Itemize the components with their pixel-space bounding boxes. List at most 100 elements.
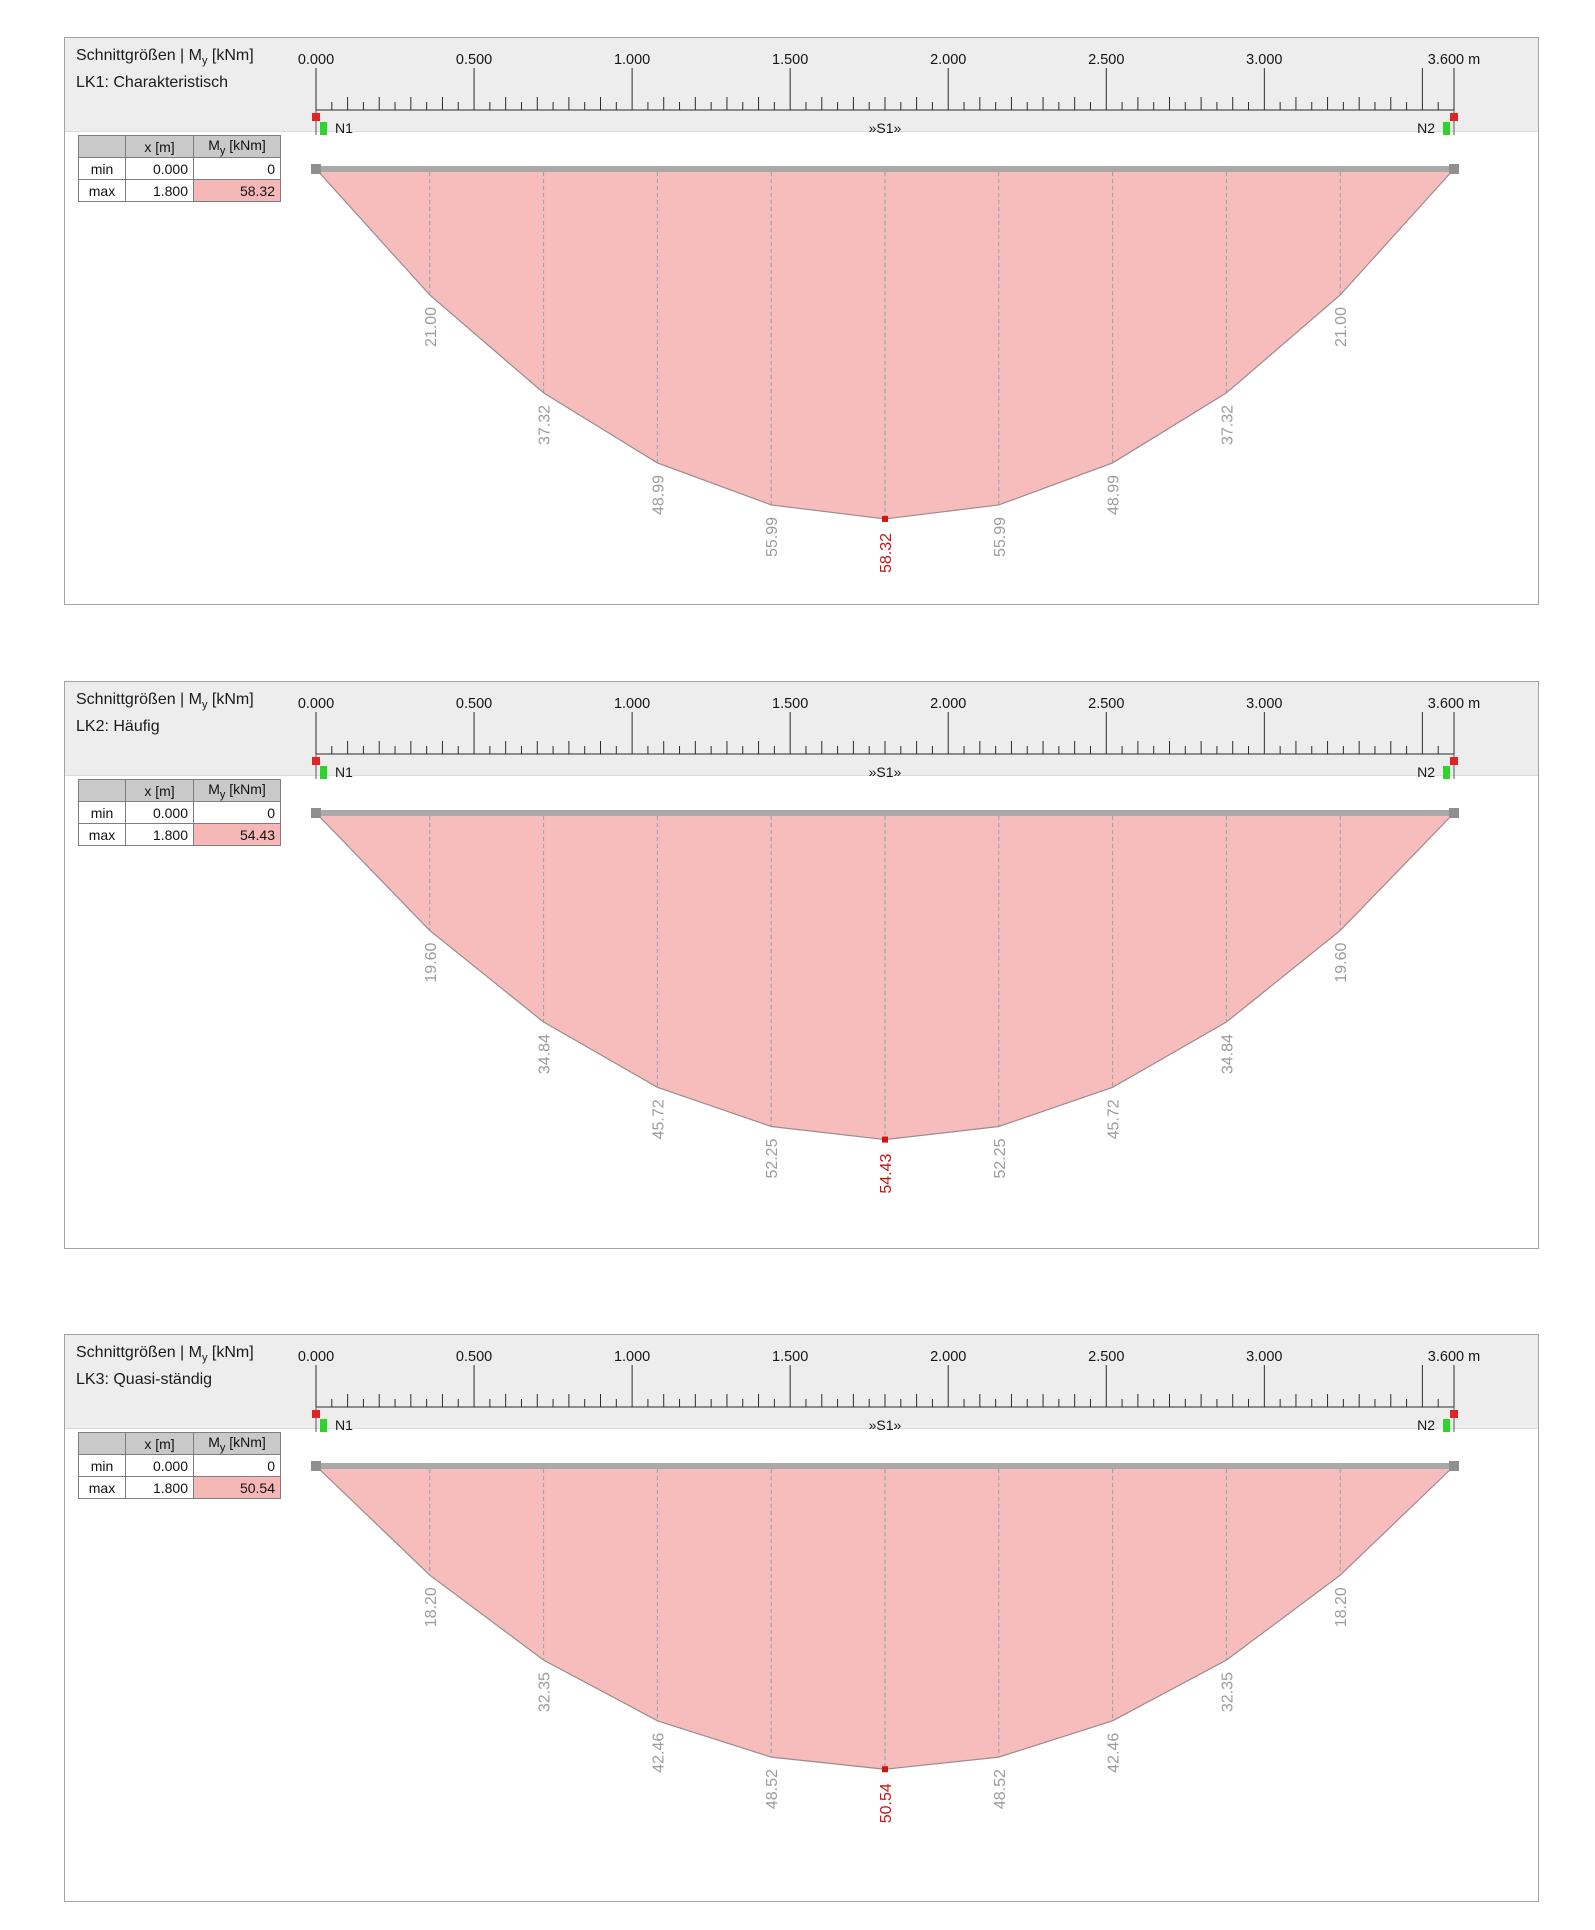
ruler-label: 2.500 (1088, 52, 1124, 68)
panel-header-strip (65, 38, 1538, 132)
moment-value: 48.52 (992, 1769, 1009, 1809)
moment-value: 21.00 (1333, 307, 1350, 347)
moment-diagram-lk1: 0.000 0.500 1.000 1.500 2.000 2.500 3.000 3.600… (298, 52, 1480, 573)
moment-value: 19.60 (1333, 943, 1350, 983)
min-row: min 0.000 0 (78, 157, 281, 180)
moment-value: 45.72 (1106, 1099, 1123, 1139)
max-moment-value: 54.43 (878, 1153, 895, 1193)
table-header-row: x [m] My [kNm] (78, 779, 281, 802)
ruler-label: 1.500 (772, 696, 808, 712)
node-symbol-n2 (1450, 1410, 1458, 1418)
title-unit: [kNm] (207, 47, 254, 64)
segment-label: »S1» (869, 120, 902, 136)
node-symbol-n2 (1450, 113, 1458, 121)
node-symbol-n1 (312, 113, 320, 121)
ruler-label: 1.000 (614, 696, 650, 712)
max-x-value: 1.800 (125, 179, 194, 202)
panel-title: Schnittgrößen | My [kNm] (76, 47, 254, 67)
min-row-label: min (78, 801, 126, 824)
max-moment-value: 50.54 (878, 1783, 895, 1823)
ruler: 0.000 0.500 1.000 1.500 2.000 2.500 3.000 3.600… (298, 1349, 1480, 1408)
table-corner-cell (78, 1432, 126, 1455)
max-my-value: 54.43 (193, 823, 281, 846)
my-header-subscript: y (219, 788, 226, 801)
value-labels: 18.20 32.35 42.46 48.52 50.54 48.52 42.46 32.35… (423, 1587, 1350, 1823)
panel-title: Schnittgrößen | My [kNm] (76, 691, 254, 711)
max-x-value: 1.800 (125, 1476, 194, 1499)
my-header-text: M (208, 780, 220, 797)
col-header-my: My [kNm] (193, 779, 281, 802)
min-x-value: 0.000 (125, 1454, 194, 1477)
moment-value: 19.60 (423, 943, 440, 983)
max-row: max 1.800 54.43 (78, 823, 281, 846)
support-symbol-left (320, 1419, 327, 1432)
ruler-label: 0.000 (298, 1349, 334, 1365)
col-header-my: My [kNm] (193, 1432, 281, 1455)
my-header-text: M (208, 136, 220, 153)
max-row-label: max (78, 1476, 126, 1499)
ruler: 0.000 0.500 1.000 1.500 2.000 2.500 3.000 3.600… (298, 696, 1480, 755)
extremes-table: x [m] My [kNm] min 0.000 0 max 1.800 54.… (78, 779, 281, 846)
moment-value: 18.20 (423, 1587, 440, 1627)
moment-value: 52.25 (992, 1138, 1009, 1178)
col-header-x: x [m] (125, 1432, 194, 1455)
load-combination-label: LK1: Charakteristisch (76, 74, 229, 92)
moment-value: 37.32 (537, 405, 554, 445)
ruler-label: 1.000 (614, 52, 650, 68)
extremes-table: x [m] My [kNm] min 0.000 0 max 1.800 50.… (78, 1432, 281, 1499)
moment-value: 34.84 (1219, 1034, 1236, 1074)
ruler-label: 1.000 (614, 1349, 650, 1365)
panel-header-strip (65, 1335, 1538, 1429)
col-header-my: My [kNm] (193, 135, 281, 158)
moment-diagram-lk2: 0.000 0.500 1.000 1.500 2.000 2.500 3.000 3.600… (298, 696, 1480, 1194)
ruler-label: 3.600 m (1428, 52, 1480, 68)
max-row: max 1.800 50.54 (78, 1476, 281, 1499)
support-symbol-right (1443, 122, 1450, 135)
beam (311, 1461, 1459, 1471)
title-unit: [kNm] (207, 691, 254, 708)
table-corner-cell (78, 135, 126, 158)
table-header-row: x [m] My [kNm] (78, 1432, 281, 1455)
panel-lk3: 0.000 0.500 1.000 1.500 2.000 2.500 3.000 3.600… (64, 1334, 1539, 1902)
value-labels: 21.00 37.32 48.99 55.99 58.32 55.99 48.99 37.32… (423, 307, 1350, 573)
min-my-value: 0 (193, 157, 281, 180)
my-header-unit: [kNm] (225, 1433, 266, 1450)
my-header-text: M (208, 1433, 220, 1450)
ruler-label: 2.000 (930, 696, 966, 712)
ruler-label: 1.500 (772, 52, 808, 68)
moment-value: 52.25 (764, 1138, 781, 1178)
moment-value: 45.72 (650, 1099, 667, 1139)
min-my-value: 0 (193, 801, 281, 824)
load-combination-label: LK3: Quasi-ständig (76, 1371, 213, 1389)
max-row: max 1.800 58.32 (78, 179, 281, 202)
node-label-n2: N2 (1417, 1417, 1435, 1433)
moment-value: 48.99 (650, 475, 667, 515)
beam (311, 164, 1459, 174)
title-subscript: y (201, 1352, 208, 1365)
table-header-row: x [m] My [kNm] (78, 135, 281, 158)
ruler-label: 3.600 m (1428, 1349, 1480, 1365)
support-symbol-right (1443, 766, 1450, 779)
ruler-label: 0.500 (456, 696, 492, 712)
ruler-label: 0.000 (298, 52, 334, 68)
dashed-hatching (429, 1469, 1341, 1770)
max-row-label: max (78, 179, 126, 202)
min-x-value: 0.000 (125, 801, 194, 824)
node-symbol-n1 (312, 1410, 320, 1418)
ruler-label: 2.500 (1088, 1349, 1124, 1365)
title-text: Schnittgrößen | M (76, 47, 202, 64)
panel-title-block: Schnittgrößen | My [kNm] LK1: Charakteri… (76, 47, 254, 92)
panel-lk2: 0.000 0.500 1.000 1.500 2.000 2.500 3.000 3.600… (64, 681, 1539, 1249)
moment-value: 37.32 (1219, 405, 1236, 445)
title-subscript: y (201, 55, 208, 68)
ruler-label: 0.000 (298, 696, 334, 712)
node-label-n2: N2 (1417, 120, 1435, 136)
table-corner-cell (78, 779, 126, 802)
panel-header-strip (65, 682, 1538, 776)
my-header-subscript: y (219, 144, 226, 157)
node-label-n1: N1 (335, 120, 353, 136)
my-header-unit: [kNm] (225, 780, 266, 797)
support-symbol-right (1443, 1419, 1450, 1432)
title-subscript: y (201, 699, 208, 712)
panel-title-block: Schnittgrößen | My [kNm] LK3: Quasi-stän… (76, 1344, 254, 1389)
